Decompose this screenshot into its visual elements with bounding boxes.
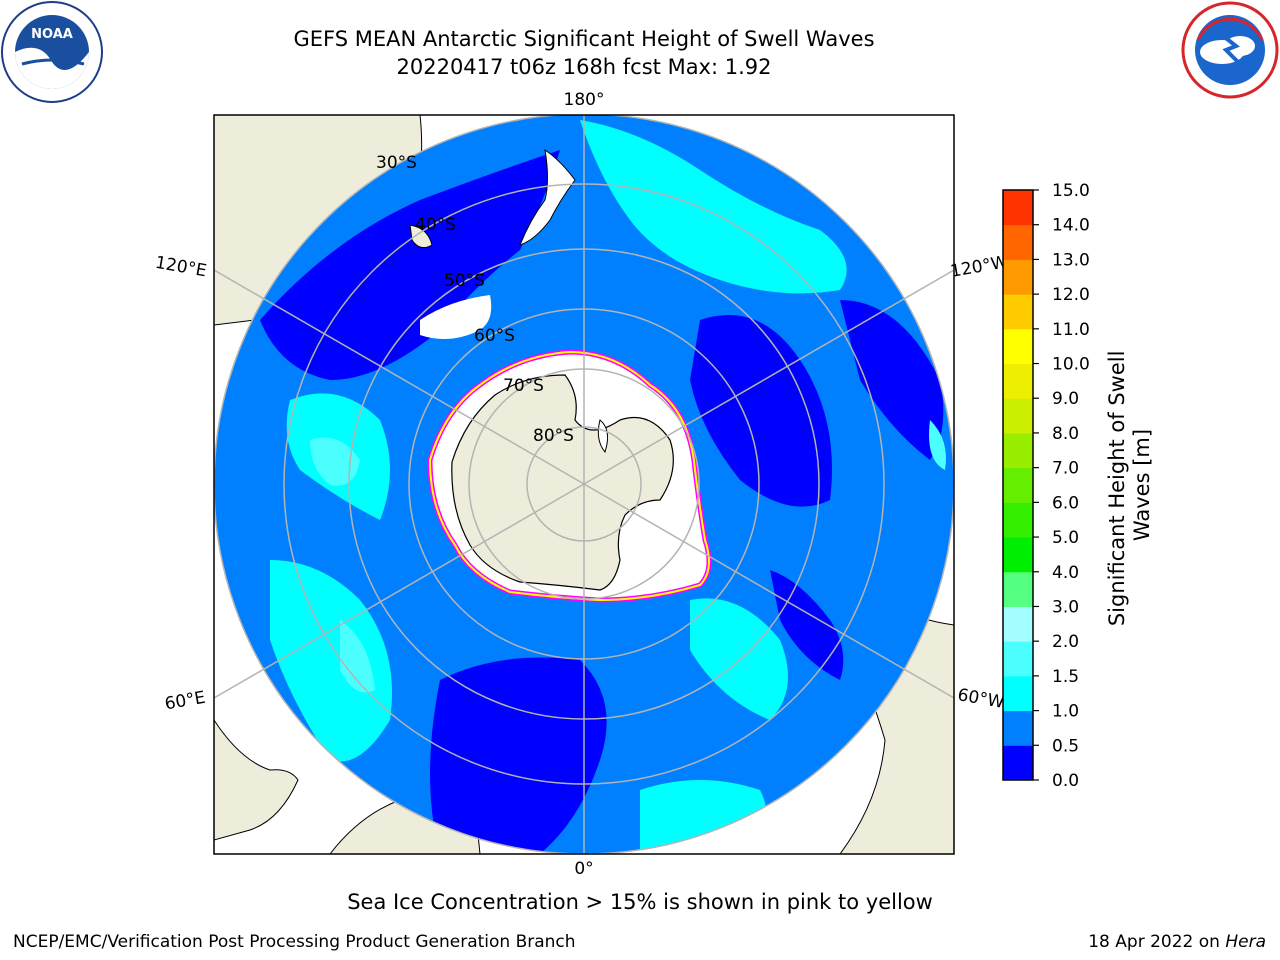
- colorbar-tick-label: 0.5: [1052, 736, 1079, 756]
- colorbar-tick-label: 14.0: [1052, 216, 1090, 236]
- graticule: [214, 115, 954, 854]
- map-frame: [213, 114, 955, 855]
- noaa-logo: NOAA: [1, 1, 103, 103]
- nws-logo: [1181, 1, 1279, 99]
- colorbar-segment: [1003, 363, 1033, 399]
- colorbar-segment: [1003, 398, 1033, 434]
- meridian-120w: [583, 269, 954, 485]
- footer-date: 18 Apr 2022 on: [1088, 932, 1226, 952]
- colorbar-segment: [1003, 641, 1033, 677]
- coastlines: [409, 148, 576, 249]
- colorbar-segment: [1003, 190, 1033, 226]
- colorbar-tick-label: 6.0: [1052, 493, 1079, 513]
- footer-right: 18 Apr 2022 on Hera: [1088, 932, 1266, 952]
- colorbar-tick-label: 7.0: [1052, 459, 1079, 479]
- footer-host: Hera: [1225, 932, 1266, 952]
- colorbar-segment: [1003, 571, 1033, 607]
- lat-label-70s: 70°S: [503, 376, 544, 396]
- colorbar-frame: [1002, 189, 1034, 781]
- colorbar-segment: [1003, 537, 1033, 573]
- colorbar-segment: [1003, 745, 1033, 781]
- colorbar: 0.0 0.5 1.0 1.5 2.0 3.0 4.0 5.0 6.0 7.0 8.0 9.0 10.0…: [1002, 181, 1090, 791]
- title-line-1: GEFS MEAN Antarctic Significant Height o…: [293, 27, 875, 51]
- colorbar-segment: [1003, 259, 1033, 295]
- colorbar-tick-label: 5.0: [1052, 528, 1079, 548]
- colorbar-tick-label: 13.0: [1052, 250, 1090, 270]
- caption: Sea Ice Concentration > 15% is shown in …: [347, 890, 933, 914]
- colorbar-tick-label: 15.0: [1052, 181, 1090, 201]
- lon-label-60e: 60°E: [163, 688, 207, 715]
- colorbar-tick-label: 1.0: [1052, 702, 1079, 722]
- colorbar-tick-label: 4.0: [1052, 563, 1079, 583]
- colorbar-label: Significant Height of Swell Waves [m]: [1105, 344, 1154, 626]
- lon-label-0: 0°: [574, 859, 593, 879]
- colorbar-tick-label: 8.0: [1052, 424, 1079, 444]
- footer-left: NCEP/EMC/Verification Post Processing Pr…: [13, 932, 576, 952]
- colorbar-tick-label: 1.5: [1052, 667, 1079, 687]
- colorbar-tick-label: 9.0: [1052, 389, 1079, 409]
- colorbar-tick-label: 12.0: [1052, 285, 1090, 305]
- svg-text:NOAA: NOAA: [31, 27, 73, 42]
- lat-label-80s: 80°S: [533, 426, 574, 446]
- lat-label-30s: 30°S: [376, 153, 417, 173]
- colorbar-segment: [1003, 467, 1033, 503]
- colorbar-label-line2: Waves [m]: [1130, 429, 1154, 541]
- colorbar-segment: [1003, 432, 1033, 469]
- lon-label-180: 180°: [564, 90, 605, 110]
- colorbar-label-line1: Significant Height of Swell: [1105, 351, 1129, 627]
- lon-label-120e: 120°E: [154, 253, 208, 282]
- colorbar-segment: [1003, 328, 1033, 365]
- title-line-2: 20220417 t06z 168h fcst Max: 1.92: [396, 55, 772, 79]
- colorbar-tick-label: 10.0: [1052, 355, 1090, 375]
- meridian-120e: [214, 269, 585, 485]
- colorbar-segment: [1003, 502, 1033, 538]
- antarctica: [451, 374, 674, 591]
- colorbar-tick-label: 2.0: [1052, 632, 1079, 652]
- meridian-60e: [214, 483, 585, 699]
- colorbar-tick-label: 0.0: [1052, 771, 1079, 791]
- colorbar-segment: [1003, 224, 1033, 260]
- colorbar-tick-label: 11.0: [1052, 320, 1090, 340]
- colorbar-tick-label: 3.0: [1052, 597, 1079, 617]
- lat-label-50s: 50°S: [444, 271, 485, 291]
- meridian-60w: [583, 483, 954, 699]
- colorbar-segment: [1003, 675, 1033, 712]
- colorbar-segment: [1003, 606, 1033, 642]
- latitude-labels: 30°S 40°S 50°S 60°S 70°S 80°S: [376, 153, 574, 446]
- lon-label-60w: 60°W: [956, 685, 1006, 713]
- lat-label-60s: 60°S: [474, 326, 515, 346]
- colorbar-segment: [1003, 710, 1033, 746]
- lat-label-40s: 40°S: [415, 215, 456, 235]
- colorbar-segment: [1003, 294, 1033, 330]
- lon-label-120w: 120°W: [949, 252, 1010, 282]
